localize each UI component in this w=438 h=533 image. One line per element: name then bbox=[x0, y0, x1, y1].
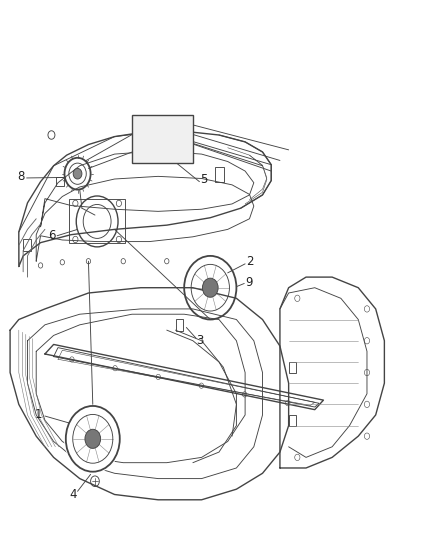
Text: 3: 3 bbox=[196, 334, 203, 347]
Text: 5: 5 bbox=[200, 173, 208, 185]
Circle shape bbox=[85, 429, 101, 448]
Text: 8: 8 bbox=[17, 170, 25, 183]
Bar bbox=[69, 199, 125, 243]
Text: 1: 1 bbox=[35, 408, 42, 422]
Bar bbox=[23, 239, 31, 251]
Text: 4: 4 bbox=[70, 488, 77, 501]
Circle shape bbox=[73, 168, 82, 179]
Circle shape bbox=[202, 278, 218, 297]
Bar bbox=[215, 167, 224, 182]
Text: 6: 6 bbox=[48, 229, 55, 242]
Bar bbox=[289, 362, 296, 373]
Bar bbox=[289, 415, 296, 425]
Bar bbox=[132, 115, 193, 163]
Bar bbox=[177, 319, 184, 330]
Circle shape bbox=[182, 253, 239, 322]
Circle shape bbox=[64, 404, 121, 474]
Text: 9: 9 bbox=[246, 276, 253, 289]
Bar bbox=[56, 177, 64, 186]
Text: 2: 2 bbox=[246, 255, 253, 268]
